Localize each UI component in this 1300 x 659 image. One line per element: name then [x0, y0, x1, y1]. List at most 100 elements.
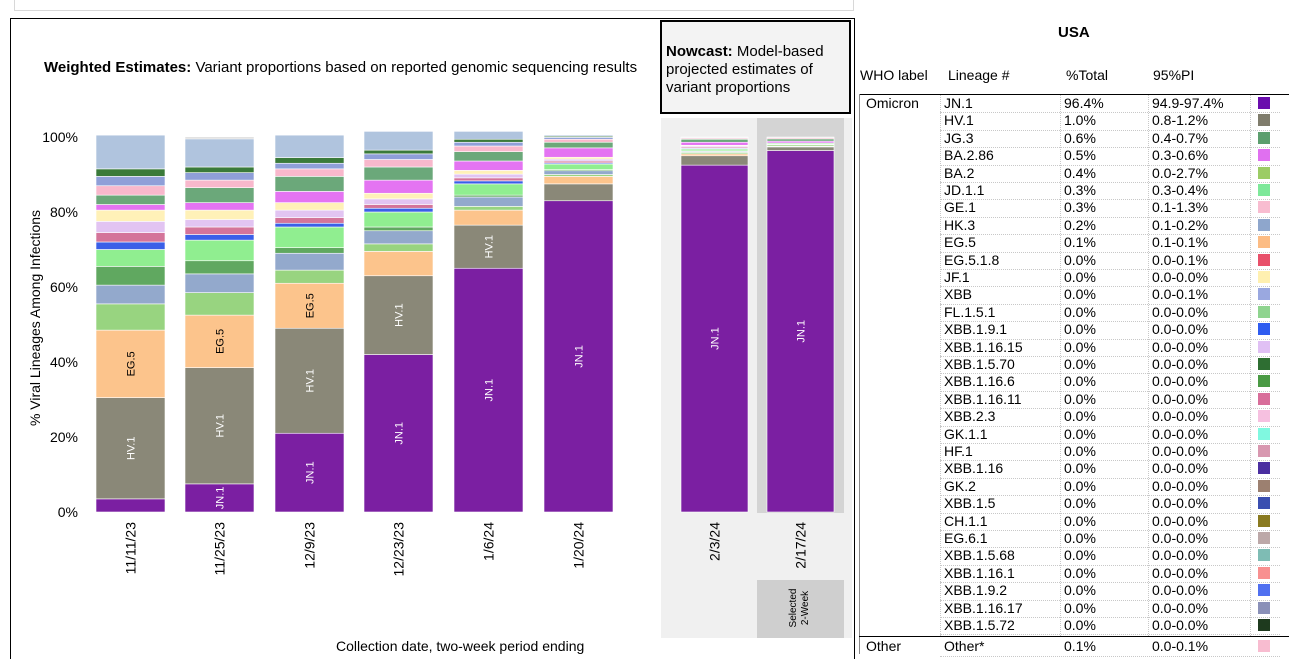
bar-segment: [680, 138, 749, 143]
table-title: USA: [1058, 24, 1090, 41]
x-tick-label: 1/6/24: [481, 522, 497, 561]
pct-total-cell: 0.5%: [1064, 147, 1096, 164]
bar-segment: [184, 179, 255, 188]
pct-total-cell: 0.2%: [1064, 216, 1096, 233]
bar-segment: [363, 204, 434, 209]
bar-segment: [363, 192, 434, 200]
table-row: XBB.1.5.68 0.0% 0.0-0.0%: [940, 547, 1280, 566]
bar-segment: [453, 183, 524, 196]
pct-total-cell: 0.3%: [1064, 182, 1096, 198]
nowcast-title-box: Nowcast: Model-based projected estimates…: [660, 20, 851, 114]
top-frame: [14, 0, 854, 11]
pi-cell: 0.3-0.4%: [1152, 182, 1209, 198]
table-row: HK.3 0.2% 0.1-0.2%: [940, 216, 1280, 236]
bar-segment: [363, 179, 434, 194]
bar-segment: [680, 155, 749, 166]
color-swatch: [1258, 462, 1270, 475]
color-swatch: [1258, 131, 1270, 144]
lineage-cell: XBB.1.16: [944, 460, 1004, 477]
pi-cell: 0.0-0.0%: [1152, 512, 1209, 529]
bar-segment: [363, 226, 434, 232]
pi-cell: 0.0-2.7%: [1152, 164, 1209, 181]
bar-segment: [184, 172, 255, 181]
y-axis-title: % Viral Lineages Among Infections: [27, 210, 43, 426]
x-axis-title: Collection date, two-week period ending: [336, 638, 585, 654]
table-row: XBB.1.5 0.0% 0.0-0.0%: [940, 495, 1280, 514]
bar-segment: [274, 222, 345, 228]
bar-segment: [363, 149, 434, 155]
color-swatch: [1258, 497, 1270, 510]
pi-cell: 0.0-0.0%: [1152, 321, 1209, 338]
table-row: JF.1 0.0% 0.0-0.0%: [940, 269, 1280, 288]
lineage-cell: XBB.1.16.1: [944, 564, 1015, 581]
bar-segment: [453, 138, 524, 143]
pct-total-cell: 0.0%: [1064, 251, 1096, 268]
lineage-cell: XBB.2.3: [944, 408, 996, 425]
color-swatch: [1258, 236, 1270, 249]
color-swatch: [1258, 427, 1270, 440]
lineage-cell: FL.1.5.1: [944, 303, 996, 320]
bar-segment: [363, 230, 434, 245]
lineage-cell: JD.1.1: [944, 182, 985, 198]
bar-segment: [274, 176, 345, 192]
selected-two-week-box: [757, 580, 844, 638]
table-row: GE.1 0.3% 0.1-1.3%: [940, 199, 1280, 218]
lineage-cell: XBB.1.16.17: [944, 599, 1023, 616]
pct-total-cell: 0.1%: [1064, 638, 1096, 655]
pi-cell: 0.0-0.0%: [1152, 303, 1209, 320]
bar-segment: [453, 170, 524, 175]
bar-segment: [95, 209, 166, 222]
bar-value-label: HV.1: [305, 369, 317, 392]
bar-segment: [543, 170, 614, 175]
bar-segment: [95, 249, 166, 267]
bar-segment: [274, 327, 345, 434]
table-row: XBB.1.16 0.0% 0.0-0.0%: [940, 460, 1280, 479]
pct-total-cell: 0.0%: [1064, 582, 1096, 599]
pi-cell: 0.0-0.0%: [1152, 547, 1209, 564]
y-tick-label: 80%: [50, 204, 78, 220]
color-swatch: [1258, 253, 1270, 266]
lineage-cell: BA.2: [944, 164, 975, 181]
pct-total-cell: 0.0%: [1064, 425, 1096, 442]
color-swatch: [1258, 410, 1270, 423]
bar-segment: [184, 314, 255, 368]
lineage-cell: XBB.1.5.68: [944, 547, 1015, 564]
pct-total-cell: 0.0%: [1064, 373, 1096, 390]
color-swatch: [1258, 584, 1270, 597]
bar-segment: [453, 206, 524, 211]
table-row: XBB.1.16.11 0.0% 0.0-0.0%: [940, 390, 1280, 410]
weighted-estimates-title: Weighted Estimates: Variant proportions …: [44, 59, 638, 76]
bar-value-label: EG.5: [215, 329, 227, 354]
lineage-cell: XBB.1.5.72: [944, 617, 1015, 633]
pi-cell: 0.8-1.2%: [1152, 112, 1209, 129]
color-swatch: [1258, 479, 1270, 492]
lineage-cell: EG.5: [944, 234, 976, 251]
lineage-cell: HF.1: [944, 443, 973, 459]
bar-segment: [95, 498, 166, 513]
table-left-border: [859, 94, 860, 654]
color-swatch: [1258, 271, 1270, 283]
color-swatch: [1258, 514, 1270, 527]
table-row: GK.1.1 0.0% 0.0-0.0%: [940, 426, 1280, 444]
bar-segment: [95, 221, 166, 233]
pct-total-cell: 0.0%: [1064, 390, 1096, 407]
pct-total-cell: 0.0%: [1064, 477, 1096, 494]
pct-total-cell: 0.0%: [1064, 286, 1096, 303]
table-row: EG.6.1 0.0% 0.0-0.0%: [940, 530, 1280, 549]
bar-segment: [95, 176, 166, 187]
color-swatch: [1258, 201, 1270, 214]
bar-segment: [184, 234, 255, 241]
pct-total-cell: 0.0%: [1064, 269, 1096, 285]
table-row: XBB.1.9.1 0.0% 0.0-0.0%: [940, 321, 1280, 340]
pct-total-cell: 0.0%: [1064, 321, 1096, 338]
bar-segment: [766, 136, 835, 138]
bar-segment: [274, 168, 345, 177]
bar-segment: [274, 157, 345, 164]
table-row: XBB.2.3 0.0% 0.0-0.0%: [940, 408, 1280, 427]
pi-cell: 0.3-0.6%: [1152, 147, 1209, 164]
y-tick-label: 20%: [50, 429, 78, 445]
table-row: BA.2.86 0.5% 0.3-0.6%: [940, 147, 1280, 166]
bar-segment: [184, 367, 255, 485]
lineage-cell: XBB: [944, 286, 973, 303]
lineage-cell: Other*: [944, 638, 985, 655]
